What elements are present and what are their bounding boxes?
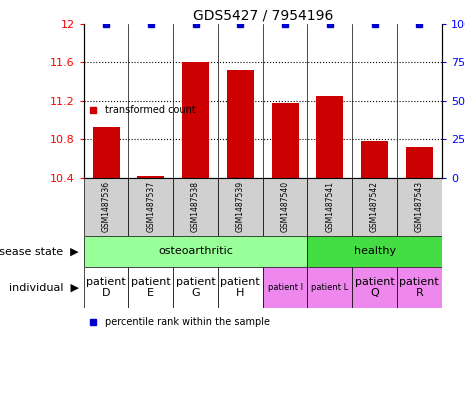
Bar [93,127,120,178]
Bar [128,178,173,236]
Bar [397,178,442,236]
Bar [173,267,218,308]
Text: GSM1487542: GSM1487542 [370,181,379,232]
Bar [182,62,209,178]
Bar [307,236,442,267]
Text: disease state  ▶: disease state ▶ [0,246,79,257]
Text: patient
R: patient R [399,277,439,298]
Text: patient
Q: patient Q [355,277,394,298]
Bar [352,178,397,236]
Bar [173,178,218,236]
Bar [352,267,397,308]
Bar [397,267,442,308]
Text: GSM1487536: GSM1487536 [101,181,111,232]
Text: GSM1487537: GSM1487537 [146,181,155,232]
Bar [84,267,128,308]
Bar [218,267,263,308]
Bar [218,178,263,236]
Text: GSM1487539: GSM1487539 [236,181,245,232]
Text: osteoarthritic: osteoarthritic [158,246,233,257]
Text: patient
E: patient E [131,277,171,298]
Bar [307,267,352,308]
Text: healthy: healthy [353,246,396,257]
Text: patient
H: patient H [220,277,260,298]
Text: patient I: patient I [267,283,303,292]
Bar [263,267,307,308]
Text: patient
G: patient G [176,277,215,298]
Title: GDS5427 / 7954196: GDS5427 / 7954196 [193,8,333,22]
Bar [137,176,164,178]
Text: GSM1487541: GSM1487541 [326,181,334,232]
Text: GSM1487540: GSM1487540 [280,181,290,232]
Text: individual  ▶: individual ▶ [9,283,79,293]
Bar [361,141,388,178]
Bar [227,70,254,178]
Text: patient L: patient L [311,283,348,292]
Bar [84,178,128,236]
Bar [307,178,352,236]
Bar [84,236,307,267]
Text: GSM1487538: GSM1487538 [191,181,200,232]
Bar [406,147,433,178]
Bar [128,267,173,308]
Text: patient
D: patient D [86,277,126,298]
Text: GSM1487543: GSM1487543 [415,181,424,232]
Text: percentile rank within the sample: percentile rank within the sample [105,317,270,327]
Text: transformed count: transformed count [105,105,195,115]
Bar [263,178,307,236]
Bar [272,103,299,178]
Bar [316,96,343,178]
